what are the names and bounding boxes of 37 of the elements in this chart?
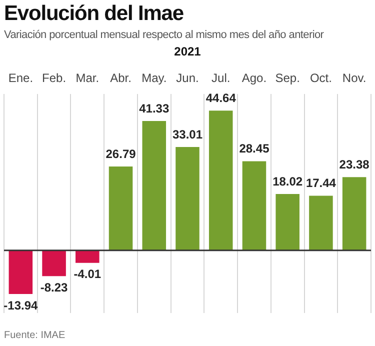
x-tick-label: Ene.	[8, 70, 34, 85]
x-tick-label: Sep.	[275, 70, 300, 85]
bar	[242, 161, 266, 250]
x-tick-label: Nov.	[342, 70, 366, 85]
x-tick-label: Jun.	[176, 70, 199, 85]
source-note: Fuente: IMAE	[4, 330, 66, 341]
bar	[309, 196, 333, 250]
x-tick-label: Jul.	[212, 70, 230, 85]
x-tick-label: Mar.	[76, 70, 100, 85]
data-label: 18.02	[272, 174, 303, 188]
chart-title: Evolución del Imae	[3, 1, 184, 26]
bar	[76, 250, 100, 263]
x-tick-label: May.	[142, 70, 167, 85]
bar	[42, 250, 66, 276]
bar	[142, 120, 166, 250]
data-label: 17.44	[306, 176, 336, 190]
data-label: 33.01	[172, 127, 203, 142]
data-label: -13.94	[4, 298, 38, 312]
chart-subtitle: Variación porcentual mensual respecto al mismo mes del año anterior	[3, 28, 325, 41]
x-tick-label: Feb.	[42, 70, 66, 85]
data-label: -4.01	[74, 267, 102, 282]
data-label: 23.38	[339, 157, 370, 172]
bar	[8, 250, 33, 294]
x-tick-label: Abr.	[110, 70, 132, 85]
x-axis-title: 2021	[174, 44, 202, 59]
bar	[276, 194, 300, 250]
x-tick-label: Ago.	[242, 70, 267, 85]
data-label: 28.45	[239, 142, 270, 156]
bar	[208, 110, 233, 250]
data-label: 44.64	[206, 90, 236, 105]
bar	[342, 177, 366, 250]
data-label: 26.79	[106, 146, 136, 161]
bar	[108, 166, 133, 250]
data-label: 41.33	[139, 101, 170, 116]
data-label: -8.23	[40, 280, 68, 294]
bar	[176, 147, 200, 250]
x-tick-label: Oct.	[310, 70, 332, 85]
